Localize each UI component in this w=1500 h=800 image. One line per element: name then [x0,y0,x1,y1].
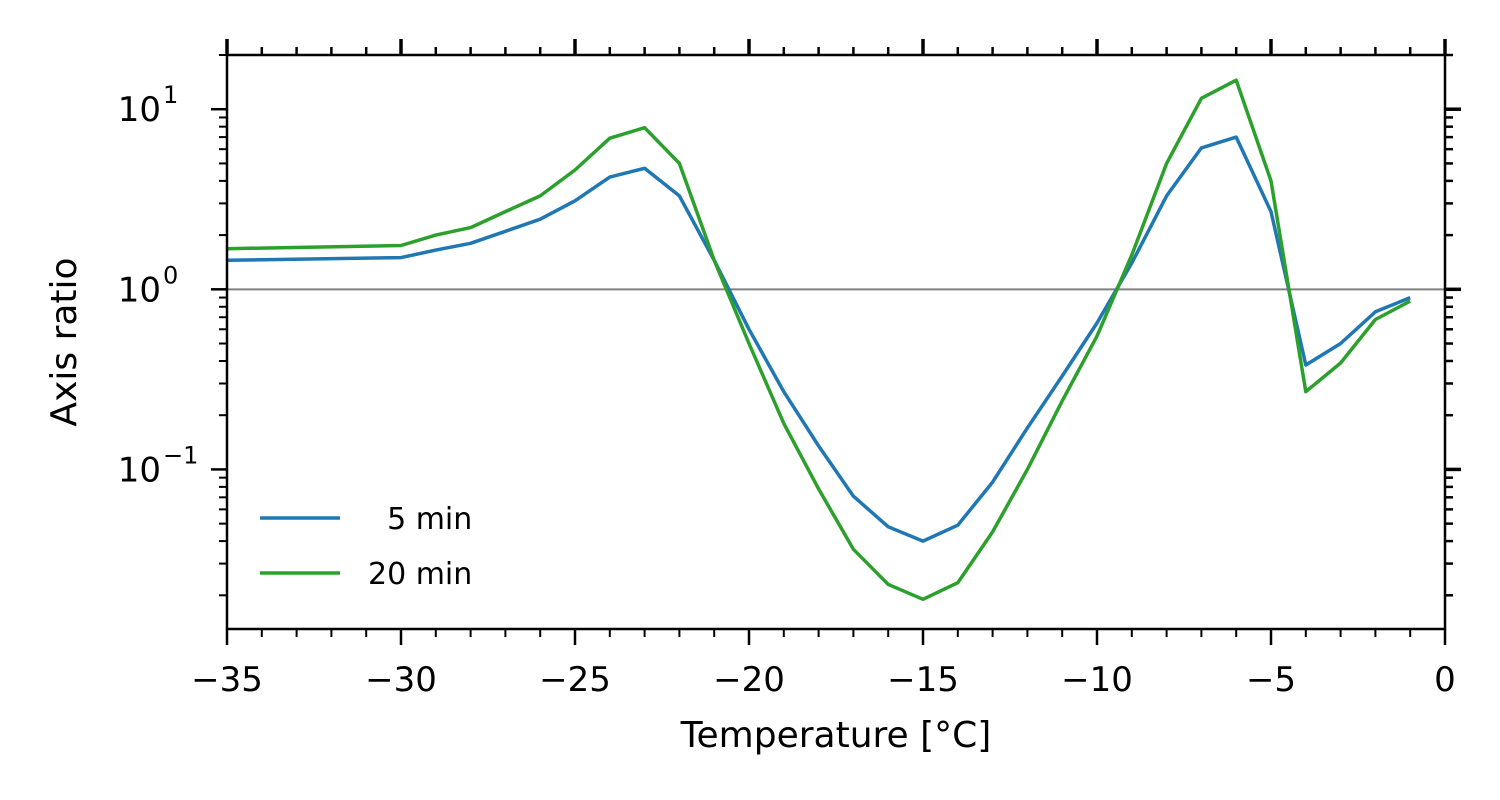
x-tick-label: −10 [1061,660,1133,700]
y-tick-label: 10 [118,450,161,490]
x-tick-label: −15 [887,660,959,700]
series-line-1 [226,78,1412,602]
legend-label-0: 5 min [368,502,472,537]
series-layer [226,78,1412,602]
x-tick-label: −5 [1246,660,1296,700]
x-tick-label: 0 [1434,660,1456,700]
y-tick-label: 10 [118,90,161,130]
legend-label-1: 20 min [368,557,472,592]
x-tick-label: −35 [191,660,263,700]
x-tick-label: −30 [365,660,437,700]
axis-ticks [211,39,1461,645]
series-line-0 [226,135,1411,543]
x-axis-label: Temperature [°C] [680,715,992,756]
y-tick-exponent: 1 [163,81,178,109]
x-tick-label: −20 [713,660,785,700]
y-axis-label: Axis ratio [44,257,85,426]
plot-frame [225,53,1447,631]
legend: 5 min 20 min [260,502,472,592]
y-tick-exponent: 0 [163,261,178,289]
x-tick-label: −25 [539,660,611,700]
y-tick-exponent: −1 [163,441,198,469]
y-tick-label: 10 [118,270,161,310]
